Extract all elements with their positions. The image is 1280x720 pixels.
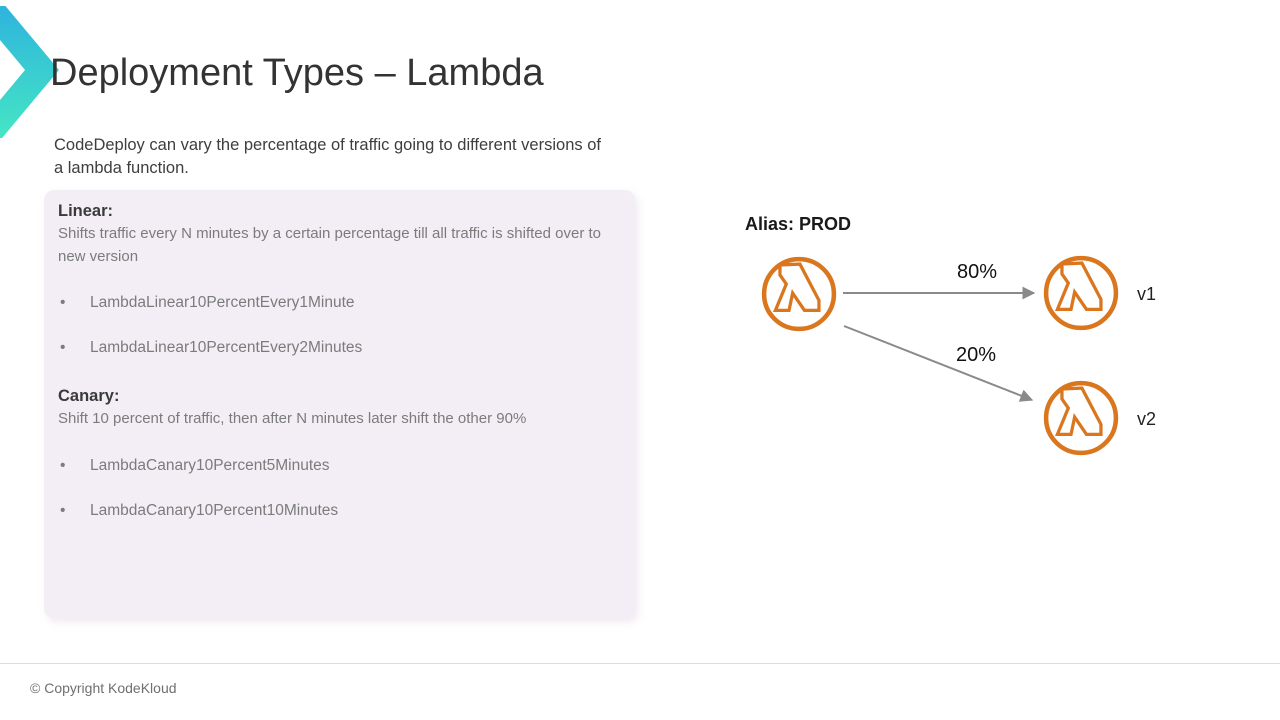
linear-bullet-1: LambdaLinear10PercentEvery1Minute <box>90 294 355 311</box>
bullet-icon: • <box>60 456 66 474</box>
percent-label-80: 80% <box>957 261 998 283</box>
bullet-icon: • <box>60 339 66 356</box>
aws-lambda-icon-v1 <box>1042 254 1120 332</box>
page-title: Deployment Types – Lambda <box>50 52 544 94</box>
percent-label-20: 20% <box>956 344 997 366</box>
linear-heading: Linear: <box>58 202 114 220</box>
traffic-arrows <box>843 286 1036 402</box>
list-item: • LambdaLinear10PercentEvery1Minute <box>58 294 621 312</box>
list-item: • LambdaLinear10PercentEvery2Minutes <box>58 339 621 357</box>
deployment-types-panel: Linear: Shifts traffic every N minutes b… <box>44 190 635 618</box>
canary-description: Shift 10 percent of traffic, then after … <box>58 410 527 427</box>
footer-divider <box>0 663 1280 664</box>
intro-text: CodeDeploy can vary the percentage of tr… <box>54 136 601 177</box>
arrow-20-percent <box>843 325 1034 402</box>
version-label-v2: v2 <box>1137 409 1157 429</box>
list-item: • LambdaCanary10Percent5Minutes <box>58 457 621 475</box>
bullet-icon: • <box>60 501 66 519</box>
bullet-icon: • <box>60 294 66 311</box>
aws-lambda-icon-v2 <box>1042 379 1120 457</box>
alias-prod-label: Alias: PROD <box>745 214 852 234</box>
linear-description: Shifts traffic every N minutes by a cert… <box>58 225 602 265</box>
aws-lambda-icon-source <box>760 255 838 333</box>
canary-heading: Canary: <box>58 387 120 405</box>
chevron-logo-icon <box>0 6 59 138</box>
canary-bullet-2: LambdaCanary10Percent10Minutes <box>90 501 339 519</box>
copyright-text: © Copyright KodeKloud <box>30 680 177 696</box>
canary-bullet-1: LambdaCanary10Percent5Minutes <box>90 456 330 474</box>
list-item: • LambdaCanary10Percent10Minutes <box>58 502 621 520</box>
linear-bullet-2: LambdaLinear10PercentEvery2Minutes <box>90 339 363 356</box>
version-label-v1: v1 <box>1137 284 1157 304</box>
